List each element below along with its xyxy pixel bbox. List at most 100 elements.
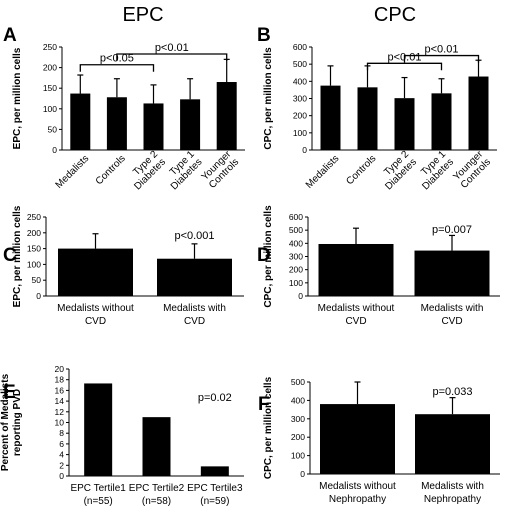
bar <box>70 93 91 150</box>
bar <box>84 383 113 476</box>
significance-label: p<0.01 <box>155 42 189 54</box>
category-label: Medalists with CVD <box>421 303 484 327</box>
y-tick-label: 20 <box>55 364 65 374</box>
category-label-line: CVD <box>441 316 462 327</box>
y-tick-label: 100 <box>43 104 57 114</box>
y-axis-title: EPC, per million cells <box>12 205 23 307</box>
y-tick-label: 300 <box>289 252 303 262</box>
bar <box>468 76 489 150</box>
y-axis-title-line: reporting PVD <box>12 389 23 456</box>
y-tick-label: 200 <box>293 111 307 121</box>
y-tick-label: 18 <box>55 375 65 385</box>
y-tick-label: 300 <box>291 414 305 424</box>
category-label: Type 2Diabetes <box>125 149 169 193</box>
y-axis-title: EPC, per million cells <box>12 47 23 149</box>
y-tick-label: 10 <box>55 418 65 428</box>
panel-b: B 0 100 200 300 400 500 600 CPC, per million cel… <box>257 25 497 192</box>
category-label: Medalists <box>304 153 342 191</box>
category-label-line: Medalists without <box>319 481 396 492</box>
bar <box>143 103 164 150</box>
y-tick-label: 200 <box>43 63 57 73</box>
category-label-line: Controls <box>94 153 128 187</box>
category-label: Type 1Diabetes <box>161 149 205 193</box>
panel-d: D 0 100 200 300 400 500 600 CPC, per million cel… <box>257 205 500 327</box>
y-tick-label: 150 <box>27 244 41 254</box>
bar <box>142 417 171 476</box>
y-tick-label: 200 <box>27 228 41 238</box>
y-tick-label: 50 <box>32 275 42 285</box>
y-tick-label: 100 <box>27 259 41 269</box>
y-tick-label: 200 <box>291 432 305 442</box>
y-tick-label: 150 <box>43 83 57 93</box>
panel-f: F 0 100 200 300 400 500 CPC, per million cells M… <box>258 376 500 505</box>
category-label-line: (n=55) <box>84 496 113 507</box>
category-label-line: EPC Tertile2 <box>129 483 185 494</box>
y-tick-label: 400 <box>293 76 307 86</box>
panel-letter: B <box>257 25 271 46</box>
bar <box>157 258 232 296</box>
bar <box>414 250 490 296</box>
y-tick-label: 600 <box>293 42 307 52</box>
y-axis-title: Percent of Medalistsreporting PVD <box>0 373 23 471</box>
category-label-line: EPC Tertile1 <box>70 483 126 494</box>
y-tick-label: 6 <box>59 439 64 449</box>
category-label-line: Medalists with <box>421 481 484 492</box>
category-label: Medalists <box>54 153 92 191</box>
y-tick-label: 14 <box>55 396 65 406</box>
y-tick-label: 0 <box>59 471 64 481</box>
category-label-line: Medalists with <box>163 303 226 314</box>
category-label-line: Nephropathy <box>424 494 481 505</box>
p-value-annotation: p=0.033 <box>432 386 472 398</box>
category-label-line: Medalists with <box>421 303 484 314</box>
significance-bracket <box>403 54 480 63</box>
category-label: Medalists without Nephropathy <box>319 481 396 505</box>
category-label-line: CVD <box>184 316 205 327</box>
y-tick-label: 100 <box>289 278 303 288</box>
category-label-line: Controls <box>344 153 378 187</box>
y-axis-title: CPC, per million cells <box>263 47 274 150</box>
category-label-line: Nephropathy <box>329 494 386 505</box>
category-label: Controls <box>94 153 128 187</box>
category-label: Medalists without CVD <box>318 303 395 327</box>
p-value-annotation: p=0.02 <box>198 392 232 404</box>
bar <box>180 99 201 150</box>
y-tick-label: 500 <box>291 377 305 387</box>
category-label: Medalists without CVD <box>57 303 134 327</box>
y-tick-label: 12 <box>55 407 65 417</box>
category-label: Medalists with CVD <box>163 303 226 327</box>
y-tick-label: 2 <box>59 460 64 470</box>
y-tick-label: 400 <box>291 395 305 405</box>
y-axis-title-line: Percent of Medalists <box>0 373 11 471</box>
panel-letter: D <box>257 245 271 266</box>
bar <box>216 82 237 150</box>
column-title-cpc: CPC <box>374 4 416 26</box>
category-label: EPC Tertile2 (n=58) <box>129 483 185 507</box>
y-tick-label: 0 <box>298 291 303 301</box>
category-label: Type 1Diabetes <box>413 149 457 193</box>
y-tick-label: 0 <box>36 291 41 301</box>
y-tick-label: 100 <box>291 451 305 461</box>
bar <box>415 414 490 474</box>
y-tick-label: 500 <box>289 225 303 235</box>
panel-c: C 0 50 100 150 200 250 EPC, per million cells Me… <box>3 205 244 327</box>
y-tick-label: 200 <box>289 265 303 275</box>
category-label-line: (n=59) <box>200 496 229 507</box>
category-label: EPC Tertile1 (n=55) <box>70 483 126 507</box>
significance-label: p<0.01 <box>425 44 459 56</box>
significance-bracket <box>366 62 443 71</box>
category-label-line: Medalists without <box>318 303 395 314</box>
category-label-line: Medalists <box>304 153 342 191</box>
panel-letter: A <box>3 25 17 46</box>
y-tick-label: 4 <box>59 450 64 460</box>
category-label: Controls <box>344 153 378 187</box>
bar <box>320 404 395 474</box>
p-value-annotation: p<0.001 <box>174 230 214 242</box>
category-label-line: Medalists without <box>57 303 134 314</box>
p-value-annotation: p=0.007 <box>432 224 472 236</box>
column-title-epc: EPC <box>122 4 163 26</box>
significance-bracket <box>116 53 228 62</box>
category-label-line: (n=58) <box>142 496 171 507</box>
